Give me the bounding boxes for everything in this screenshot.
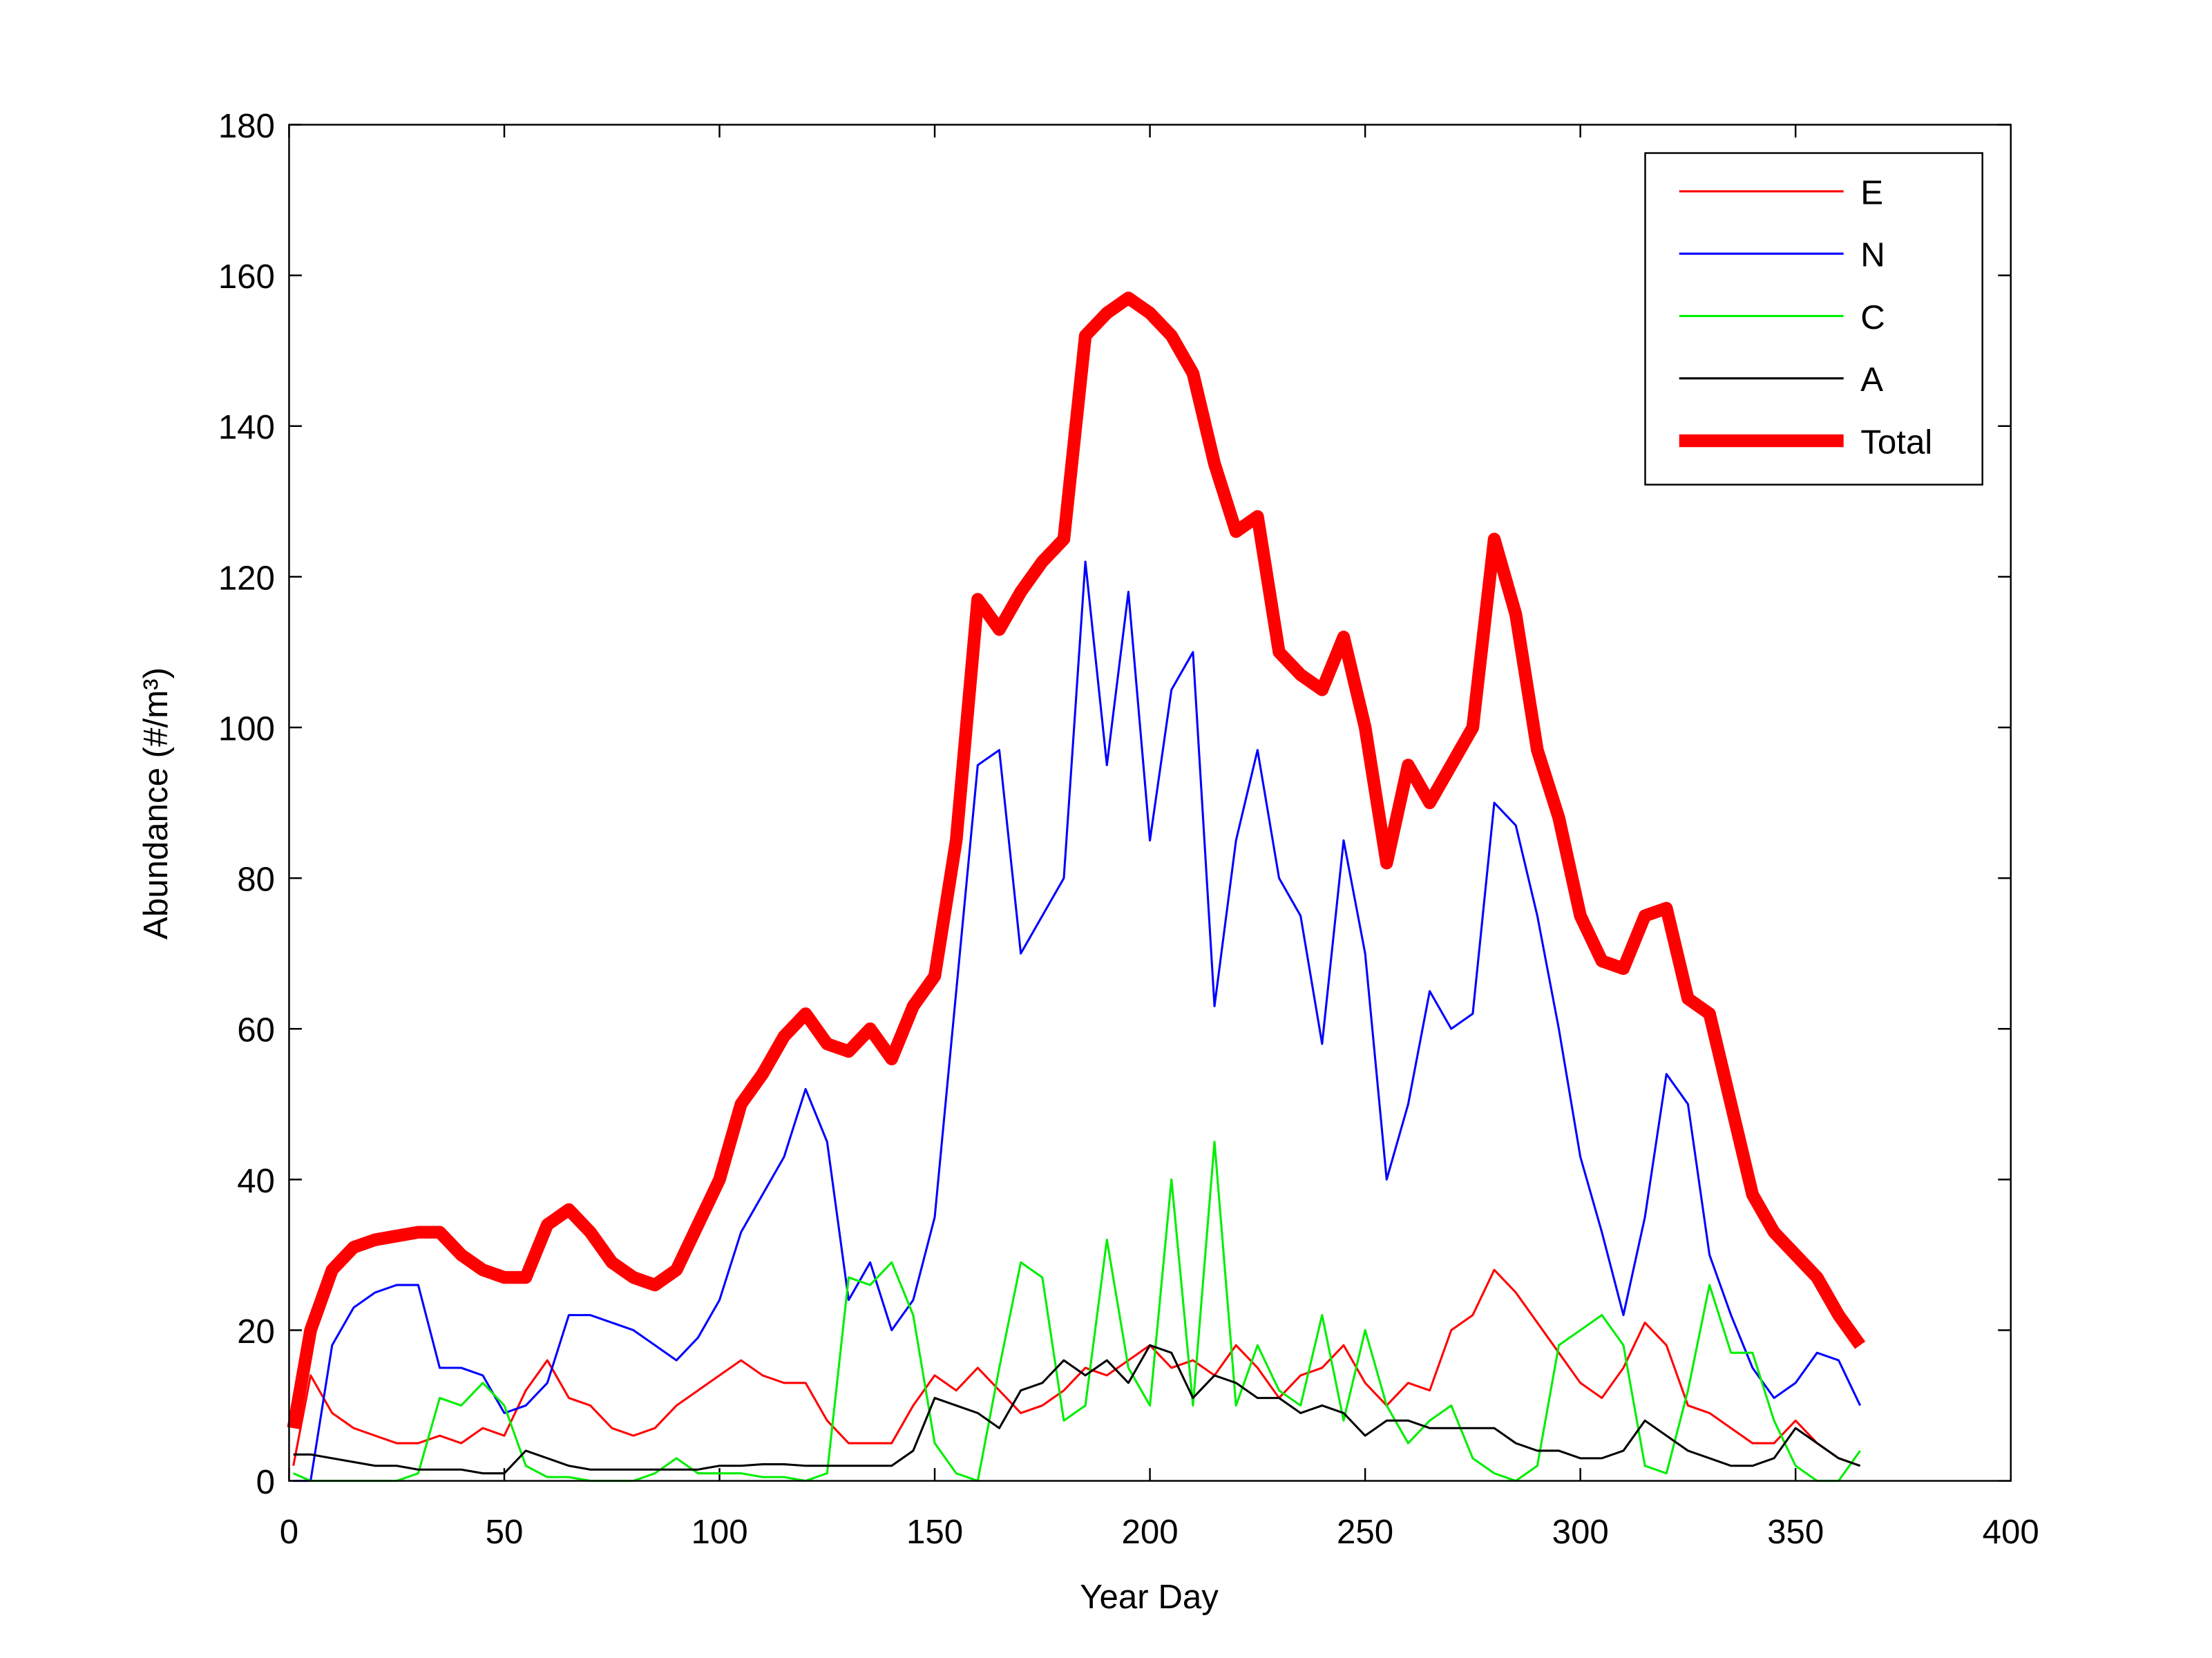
legend-label: N bbox=[1860, 236, 1885, 274]
x-tick-label: 300 bbox=[1552, 1513, 1609, 1551]
y-tick-label: 60 bbox=[237, 1011, 275, 1049]
legend-label: A bbox=[1860, 361, 1883, 399]
series-line bbox=[287, 292, 1866, 1429]
series-line bbox=[292, 1268, 1861, 1467]
legend-label: E bbox=[1860, 173, 1883, 211]
y-tick-label: 0 bbox=[256, 1463, 275, 1501]
legend-label: Total bbox=[1860, 423, 1932, 461]
x-tick-label: 350 bbox=[1767, 1513, 1824, 1551]
y-tick-label: 180 bbox=[218, 107, 275, 145]
series-line bbox=[293, 1141, 1861, 1483]
y-tick-label: 100 bbox=[218, 709, 275, 747]
y-tick-label: 160 bbox=[218, 258, 275, 296]
legend-label: C bbox=[1860, 298, 1885, 336]
y-axis-label: Abundance (#/m³) bbox=[137, 667, 175, 940]
y-tick-label: 80 bbox=[237, 861, 275, 899]
y-tick-label: 140 bbox=[218, 408, 275, 446]
legend-box bbox=[1644, 152, 1983, 486]
y-tick-label: 40 bbox=[237, 1162, 275, 1200]
x-tick-label: 0 bbox=[280, 1513, 298, 1551]
x-tick-label: 200 bbox=[1122, 1513, 1179, 1551]
axes-frame bbox=[288, 124, 2012, 1482]
x-axis-label: Year Day bbox=[1080, 1578, 1219, 1616]
series-line bbox=[293, 560, 1862, 1483]
x-tick-label: 50 bbox=[486, 1513, 524, 1551]
series-line bbox=[293, 1344, 1861, 1475]
y-tick-label: 20 bbox=[237, 1313, 275, 1351]
x-tick-label: 150 bbox=[906, 1513, 963, 1551]
x-tick-label: 250 bbox=[1337, 1513, 1393, 1551]
x-tick-label: 400 bbox=[1983, 1513, 2039, 1551]
x-tick-label: 100 bbox=[691, 1513, 747, 1551]
y-tick-label: 120 bbox=[218, 559, 275, 597]
